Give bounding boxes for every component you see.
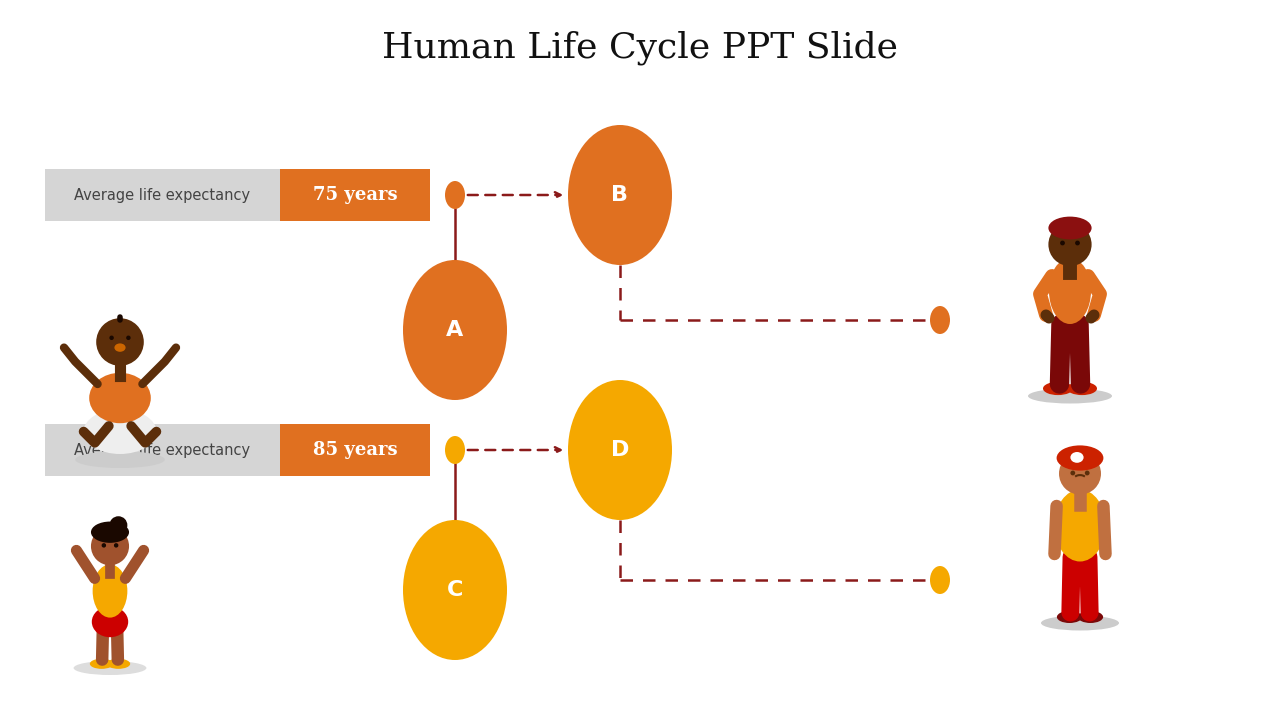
Circle shape xyxy=(1084,471,1089,475)
Circle shape xyxy=(1059,453,1101,495)
Ellipse shape xyxy=(1056,446,1103,471)
Bar xyxy=(45,424,280,476)
Text: A: A xyxy=(447,320,463,340)
Ellipse shape xyxy=(403,260,507,400)
Ellipse shape xyxy=(1050,258,1091,324)
Ellipse shape xyxy=(1055,490,1106,562)
Ellipse shape xyxy=(1028,389,1112,403)
Ellipse shape xyxy=(445,181,465,209)
Ellipse shape xyxy=(90,659,114,669)
Circle shape xyxy=(1050,550,1060,559)
Ellipse shape xyxy=(1070,452,1084,463)
Circle shape xyxy=(96,318,143,366)
Ellipse shape xyxy=(74,661,146,675)
Ellipse shape xyxy=(931,306,950,334)
Ellipse shape xyxy=(110,516,128,534)
Circle shape xyxy=(1048,223,1092,266)
Bar xyxy=(280,424,430,476)
Ellipse shape xyxy=(931,566,950,594)
Circle shape xyxy=(1101,550,1110,559)
Ellipse shape xyxy=(1057,611,1082,623)
Ellipse shape xyxy=(445,436,465,464)
Ellipse shape xyxy=(114,343,125,352)
Circle shape xyxy=(101,543,106,548)
Ellipse shape xyxy=(403,520,507,660)
Circle shape xyxy=(72,546,81,554)
Text: B: B xyxy=(612,185,628,205)
Ellipse shape xyxy=(83,409,156,454)
Circle shape xyxy=(127,336,131,340)
Ellipse shape xyxy=(90,373,151,423)
Ellipse shape xyxy=(1048,217,1092,240)
Text: Human Life Cycle PPT Slide: Human Life Cycle PPT Slide xyxy=(381,31,899,66)
Circle shape xyxy=(1060,240,1065,246)
Text: C: C xyxy=(447,580,463,600)
Ellipse shape xyxy=(1078,611,1103,623)
Bar xyxy=(280,169,430,221)
Text: Average life expectancy: Average life expectancy xyxy=(74,187,251,202)
Circle shape xyxy=(1075,240,1080,246)
Circle shape xyxy=(114,543,119,548)
Ellipse shape xyxy=(1041,616,1119,631)
Ellipse shape xyxy=(568,125,672,265)
Ellipse shape xyxy=(1068,382,1097,395)
Ellipse shape xyxy=(92,606,128,637)
Text: D: D xyxy=(611,440,630,460)
Ellipse shape xyxy=(92,564,128,618)
Circle shape xyxy=(109,336,114,340)
Bar xyxy=(1053,318,1087,327)
Ellipse shape xyxy=(1043,382,1073,395)
Ellipse shape xyxy=(76,451,165,468)
Ellipse shape xyxy=(91,521,129,543)
Circle shape xyxy=(91,527,129,565)
Text: 75 years: 75 years xyxy=(312,186,397,204)
Circle shape xyxy=(1070,471,1075,475)
Text: 85 years: 85 years xyxy=(312,441,397,459)
Bar xyxy=(45,169,280,221)
Ellipse shape xyxy=(106,659,131,669)
Ellipse shape xyxy=(568,380,672,520)
Text: Average life expectancy: Average life expectancy xyxy=(74,443,251,457)
Circle shape xyxy=(140,546,147,554)
